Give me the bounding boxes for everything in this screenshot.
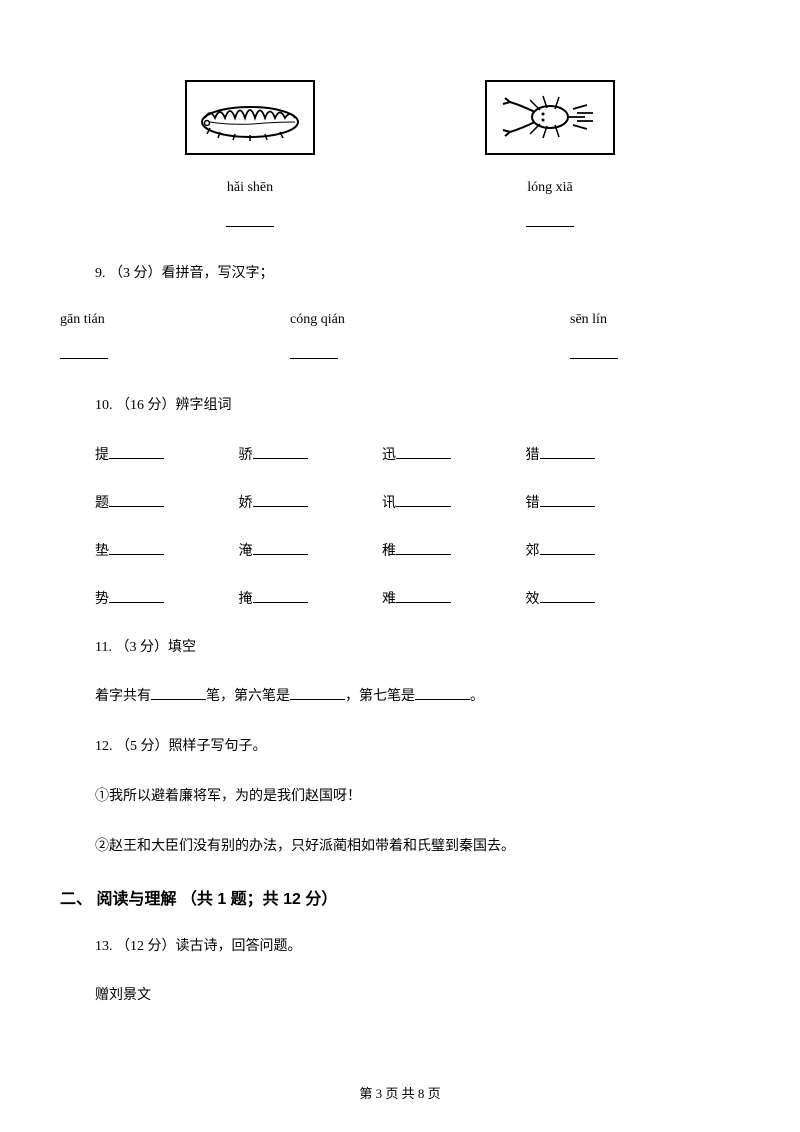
sea-cucumber-icon — [195, 90, 305, 145]
pinyin-right: lóng xiā — [485, 180, 615, 196]
q12-prompt: 12. （5 分）照样子写句子。 — [60, 735, 740, 759]
q9-col1: gān tián — [60, 312, 290, 328]
q9-blank2 — [290, 346, 570, 364]
q13-poem-title: 赠刘景文 — [60, 984, 740, 1008]
q13-prompt: 13. （12 分）读古诗，回答问题。 — [60, 935, 740, 959]
q10-r2c3: 讯 — [382, 496, 396, 511]
q10-r3c4: 郊 — [526, 544, 540, 559]
sea-cucumber-illustration — [185, 80, 315, 155]
q11-part4: 。 — [470, 689, 484, 704]
q10-r4c2: 掩 — [239, 592, 253, 607]
q10-row-4: 势 掩 难 效 — [60, 588, 740, 608]
q10-row-2: 题 娇 讯 错 — [60, 492, 740, 512]
q9-col3: sēn lín — [570, 312, 690, 328]
q10-r2c2: 娇 — [239, 496, 253, 511]
q9-prompt: 9. （3 分）看拼音，写汉字； — [60, 262, 740, 286]
q10-r2c1: 题 — [95, 496, 109, 511]
q12-line1: ①我所以避着廉将军，为的是我们赵国呀！ — [60, 785, 740, 809]
section2-header: 二、 阅读与理解 （共 1 题；共 12 分） — [60, 885, 740, 909]
q11-part3: ，第七笔是 — [345, 689, 415, 704]
page-footer: 第 3 页 共 8 页 — [0, 1083, 800, 1102]
lobster-icon — [495, 90, 605, 145]
q10-r3c3: 稚 — [382, 544, 396, 559]
pinyin-left: hǎi shēn — [185, 180, 315, 196]
q10-prompt: 10. （16 分）辨字组词 — [60, 394, 740, 418]
q10-r4c3: 难 — [382, 592, 396, 607]
illustration-blank-row — [60, 214, 740, 232]
q10-r4c1: 势 — [95, 592, 109, 607]
q9-blank3 — [570, 346, 690, 364]
q10-r3c1: 垫 — [95, 544, 109, 559]
q10-r3c2: 淹 — [239, 544, 253, 559]
q9-blank-row — [60, 346, 740, 364]
blank-left — [185, 214, 315, 232]
q10-r4c4: 效 — [526, 592, 540, 607]
lobster-illustration — [485, 80, 615, 155]
q10-r1c2: 骄 — [239, 448, 253, 463]
q10-row-3: 垫 淹 稚 郊 — [60, 540, 740, 560]
illustration-pinyin-row: hǎi shēn lóng xiā — [60, 180, 740, 196]
q10-r1c1: 提 — [95, 448, 109, 463]
illustration-row — [60, 80, 740, 155]
q9-blank1 — [60, 346, 290, 364]
q9-pinyin-row: gān tián cóng qián sēn lín — [60, 312, 740, 328]
q10-r1c4: 猎 — [526, 448, 540, 463]
q9-col2: cóng qián — [290, 312, 570, 328]
q10-r1c3: 迅 — [382, 448, 396, 463]
q11-part2: 笔，第六笔是 — [206, 689, 290, 704]
q11-text: 着字共有 笔，第六笔是 ，第七笔是 。 — [60, 685, 740, 709]
q11-part1: 着字共有 — [95, 689, 151, 704]
q12-line2: ②赵王和大臣们没有别的办法，只好派蔺相如带着和氏璧到秦国去。 — [60, 835, 740, 859]
blank-right — [485, 214, 615, 232]
q11-prompt: 11. （3 分）填空 — [60, 636, 740, 660]
q10-r2c4: 错 — [526, 496, 540, 511]
q10-row-1: 提 骄 迅 猎 — [60, 444, 740, 464]
